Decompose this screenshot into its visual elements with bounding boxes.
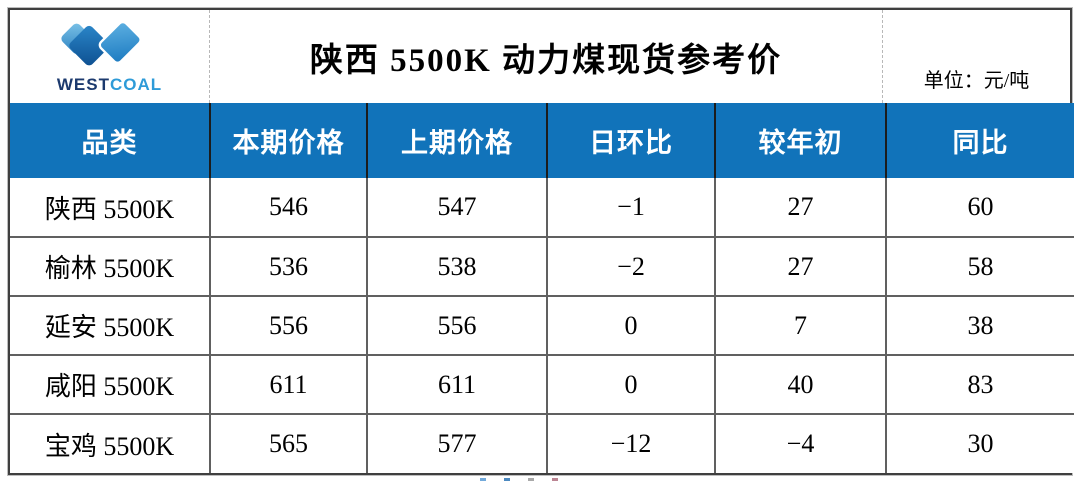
cell-category: 宝鸡 5500K (10, 413, 211, 473)
table-header-row: 品类 本期价格 上期价格 日环比 较年初 同比 (10, 103, 1074, 178)
cell-day-change: −2 (546, 236, 716, 297)
table-row: 榆林 5500K 536 538 −2 27 58 (10, 236, 1074, 297)
title-cell: 陕西 5500K 动力煤现货参考价 (210, 10, 882, 103)
col-header-yoy: 同比 (885, 103, 1074, 178)
cell-day-change: −12 (546, 413, 716, 473)
cell-yoy: 60 (885, 178, 1074, 238)
table-row: 延安 5500K 556 556 0 7 38 (10, 295, 1074, 356)
cell-previous-price: 556 (366, 295, 548, 356)
col-header-current-price: 本期价格 (209, 103, 367, 178)
table-row: 宝鸡 5500K 565 577 −12 −4 30 (10, 413, 1074, 473)
cell-vs-year-start: −4 (714, 413, 887, 473)
price-table: 品类 本期价格 上期价格 日环比 较年初 同比 陕西 5500K 546 547… (10, 103, 1074, 473)
price-report-card: WESTCOAL 陕西 5500K 动力煤现货参考价 单位：元/吨 品类 本期价… (8, 8, 1074, 475)
col-header-category: 品类 (10, 103, 210, 178)
unit-label: 单位：元/吨 (923, 70, 1030, 92)
cell-previous-price: 611 (366, 354, 548, 415)
cell-category: 陕西 5500K (10, 178, 211, 238)
cell-vs-year-start: 27 (714, 178, 887, 238)
cell-day-change: 0 (546, 295, 716, 356)
table-row: 陕西 5500K 546 547 −1 27 60 (10, 178, 1074, 238)
cell-vs-year-start: 27 (714, 236, 887, 297)
col-header-vs-year-start: 较年初 (714, 103, 886, 178)
cell-previous-price: 538 (366, 236, 548, 297)
col-header-previous-price: 上期价格 (366, 103, 547, 178)
cell-current-price: 546 (209, 178, 368, 238)
cell-current-price: 565 (209, 413, 368, 473)
report-title: 陕西 5500K 动力煤现货参考价 (309, 42, 783, 79)
cell-category: 延安 5500K (10, 295, 211, 356)
table-row: 咸阳 5500K 611 611 0 40 83 (10, 354, 1074, 415)
cutoff-caption-mark (480, 478, 486, 481)
cell-previous-price: 547 (366, 178, 548, 238)
wordmark-west: WEST (56, 75, 110, 94)
unit-cell: 单位：元/吨 (882, 10, 1070, 103)
cell-yoy: 30 (885, 413, 1074, 473)
cell-category: 榆林 5500K (10, 236, 211, 297)
cell-previous-price: 577 (366, 413, 548, 473)
cell-yoy: 38 (885, 295, 1074, 356)
brand-logo-cell: WESTCOAL (10, 10, 210, 103)
cutoff-caption-mark (552, 478, 558, 481)
cell-day-change: 0 (546, 354, 716, 415)
report-header: WESTCOAL 陕西 5500K 动力煤现货参考价 单位：元/吨 (10, 10, 1070, 103)
cell-yoy: 58 (885, 236, 1074, 297)
col-header-day-change: 日环比 (546, 103, 715, 178)
cell-current-price: 556 (209, 295, 368, 356)
cell-vs-year-start: 7 (714, 295, 887, 356)
cutoff-caption-mark (504, 478, 510, 481)
westcoal-logo-icon (60, 22, 142, 66)
cell-current-price: 611 (209, 354, 368, 415)
cutoff-caption (480, 478, 558, 481)
cell-yoy: 83 (885, 354, 1074, 415)
cell-current-price: 536 (209, 236, 368, 297)
wordmark-coal: COAL (109, 75, 163, 94)
cutoff-caption-mark (528, 478, 534, 481)
cell-category: 咸阳 5500K (10, 354, 211, 415)
cell-vs-year-start: 40 (714, 354, 887, 415)
cell-day-change: −1 (546, 178, 716, 238)
westcoal-wordmark: WESTCOAL (57, 76, 162, 93)
